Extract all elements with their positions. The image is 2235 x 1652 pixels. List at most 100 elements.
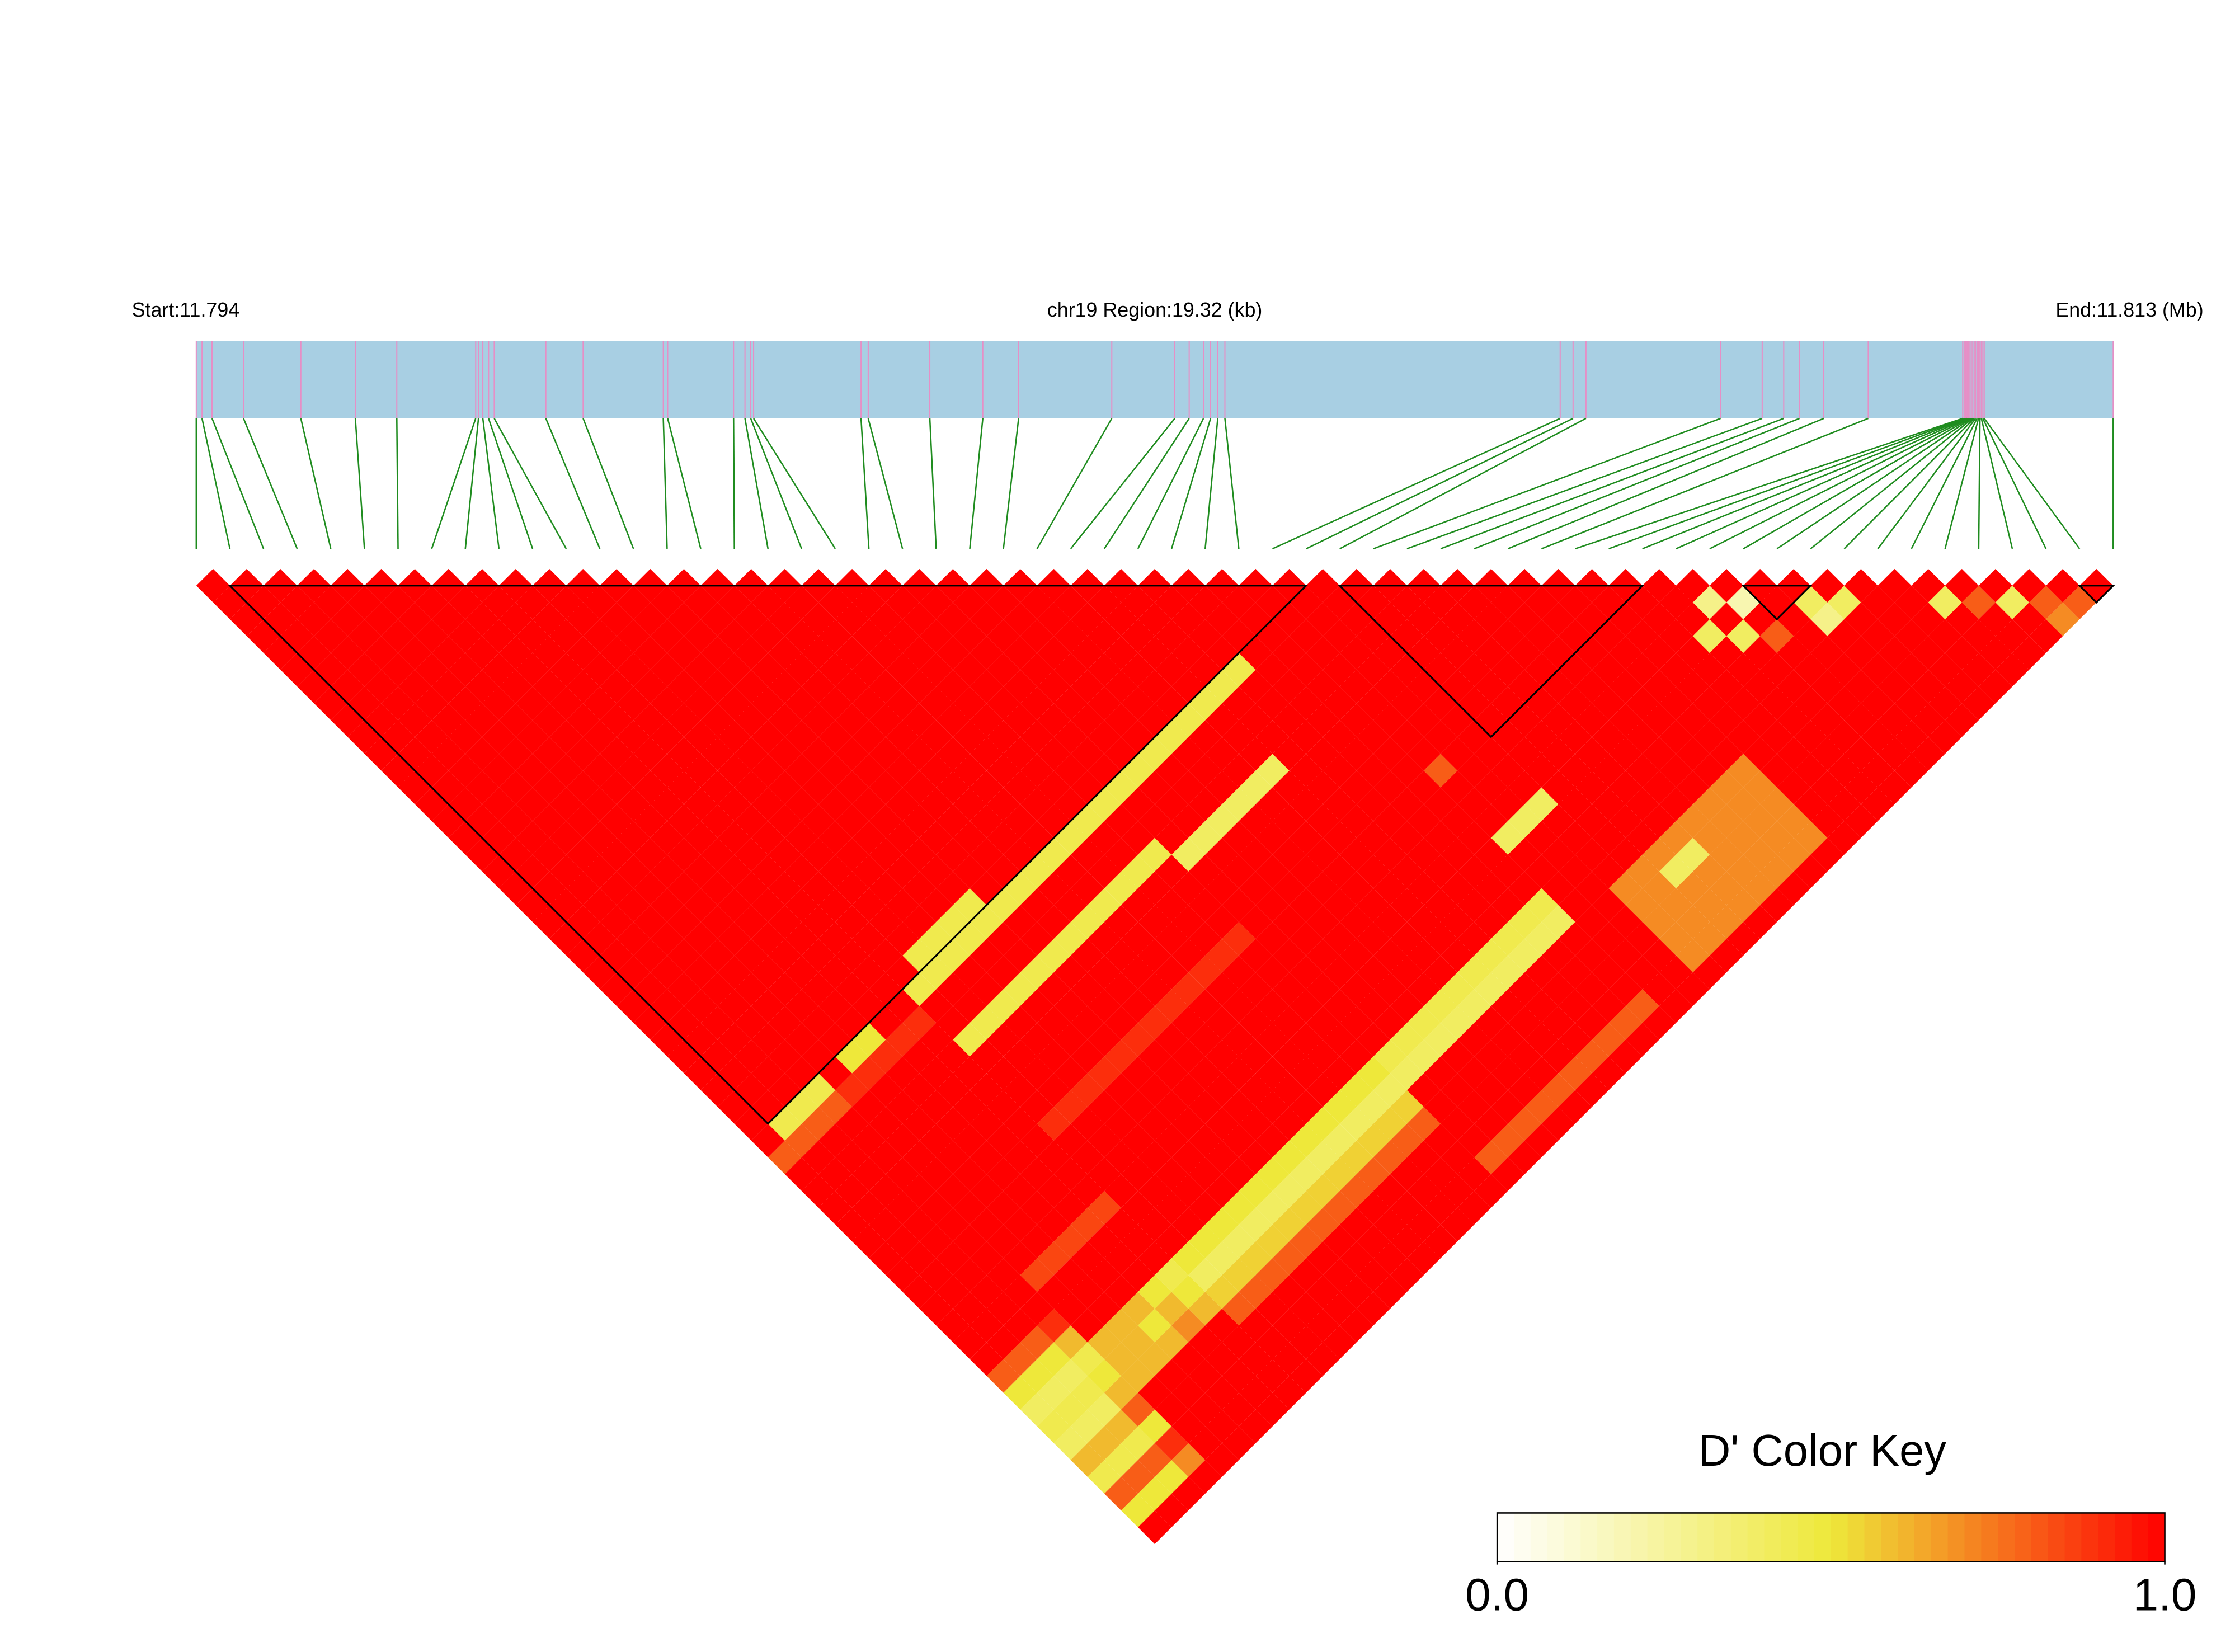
ld-cell (1592, 888, 1626, 923)
ld-cell (498, 837, 533, 872)
color-key-swatch (1881, 1513, 1899, 1562)
ld-cell (919, 989, 953, 1023)
ld-cell (919, 922, 953, 956)
ld-cell (347, 653, 382, 687)
color-key-swatch (2115, 1513, 2132, 1562)
ld-cell (667, 770, 701, 804)
ld-cell (1423, 1023, 1458, 1057)
ld-cell (1070, 1140, 1104, 1174)
ld-cell (1087, 1225, 1121, 1259)
ld-cell (953, 686, 987, 721)
ld-cell (751, 821, 785, 855)
ld-cell (1508, 972, 1542, 1006)
ld-cell (1339, 670, 1373, 704)
snp-connector (1843, 418, 1975, 549)
ld-cell (1726, 754, 1761, 788)
ld-cell (852, 922, 886, 956)
ld-cell (1743, 770, 1777, 804)
ld-cell (1726, 686, 1761, 721)
ld-cell (515, 787, 550, 821)
ld-cell (1491, 1023, 1525, 1057)
ld-cell (1777, 670, 1811, 704)
ld-cell (919, 653, 953, 687)
ld-cell (448, 754, 482, 788)
ld-cell (1356, 686, 1390, 721)
ld-cell (1423, 888, 1458, 923)
ld-cell (566, 670, 600, 704)
ld-cell (1104, 1409, 1138, 1443)
ld-cell (1020, 686, 1054, 721)
ld-cell (1070, 1107, 1104, 1141)
ld-cell (1692, 821, 1727, 855)
ld-cell (1155, 1225, 1189, 1259)
ld-cell (734, 1039, 768, 1074)
ld-cell (986, 754, 1020, 788)
ld-cell (1239, 1342, 1273, 1376)
ld-cell (1928, 585, 1962, 619)
ld-cell (784, 787, 818, 821)
ld-cell (1423, 956, 1458, 990)
ld-cell (902, 871, 937, 905)
ld-cell (1037, 939, 1071, 973)
ld-cell (801, 1039, 836, 1074)
ld-cell (1053, 1056, 1088, 1090)
ld-cell (1524, 653, 1559, 687)
ld-cell (1642, 703, 1676, 737)
ld-cell (1457, 1056, 1491, 1090)
ld-cell (1306, 939, 1340, 973)
ld-cell (1743, 703, 1777, 737)
ld-cell (1423, 619, 1458, 653)
ld-cell (1878, 602, 1912, 637)
ld-cell (1810, 568, 1845, 603)
snp-connector (752, 418, 836, 549)
ld-cell (515, 653, 550, 687)
ld-cell (818, 854, 853, 888)
ld-cell (1239, 939, 1273, 973)
ld-cell (1844, 568, 1878, 603)
ld-cell (835, 1107, 869, 1141)
snp-connector (732, 418, 735, 549)
ld-cell (1339, 1039, 1373, 1074)
ld-cell (1188, 1392, 1222, 1427)
color-key-swatch (1513, 1513, 1531, 1562)
ld-cell (633, 770, 667, 804)
ld-cell (1053, 754, 1088, 788)
ld-cell (1810, 602, 1845, 637)
ld-cell (2063, 585, 2097, 619)
ld-cell (1037, 670, 1071, 704)
ld-cell (1188, 821, 1222, 855)
color-key-swatch (1647, 1513, 1665, 1562)
ld-cell (633, 871, 667, 905)
ld-cell (2046, 602, 2080, 637)
ld-cell (1188, 720, 1222, 754)
ld-cell (1188, 619, 1222, 653)
ld-cell (818, 787, 853, 821)
ld-cell (532, 770, 567, 804)
ld-cell (465, 670, 499, 704)
ld-cell (1894, 754, 1928, 788)
ld-cell (1037, 636, 1071, 670)
ld-cell (1961, 653, 1996, 687)
ld-cell (1121, 1225, 1155, 1259)
ld-cell (1087, 1258, 1121, 1292)
snp-connector (1877, 418, 1977, 549)
ld-cell (1306, 1006, 1340, 1040)
ld-cell (1827, 720, 1861, 754)
ld-cell (1894, 585, 1928, 619)
ld-cell (482, 787, 516, 821)
ld-cell (1827, 619, 1861, 653)
ld-cell (1423, 1056, 1458, 1090)
color-key-swatch (1981, 1513, 1999, 1562)
snp-connector (464, 418, 479, 549)
ld-cell (1794, 686, 1828, 721)
ld-cell (1911, 636, 1945, 670)
ld-cell (986, 686, 1020, 721)
ld-cell (1104, 1140, 1138, 1174)
snp-connector (431, 418, 477, 549)
ld-cell (1390, 1225, 1424, 1259)
ld-cell (852, 585, 886, 619)
snp-connector (1575, 417, 1963, 550)
ld-cell (515, 821, 550, 855)
ld-cell (869, 939, 903, 973)
ld-cell (1592, 989, 1626, 1023)
